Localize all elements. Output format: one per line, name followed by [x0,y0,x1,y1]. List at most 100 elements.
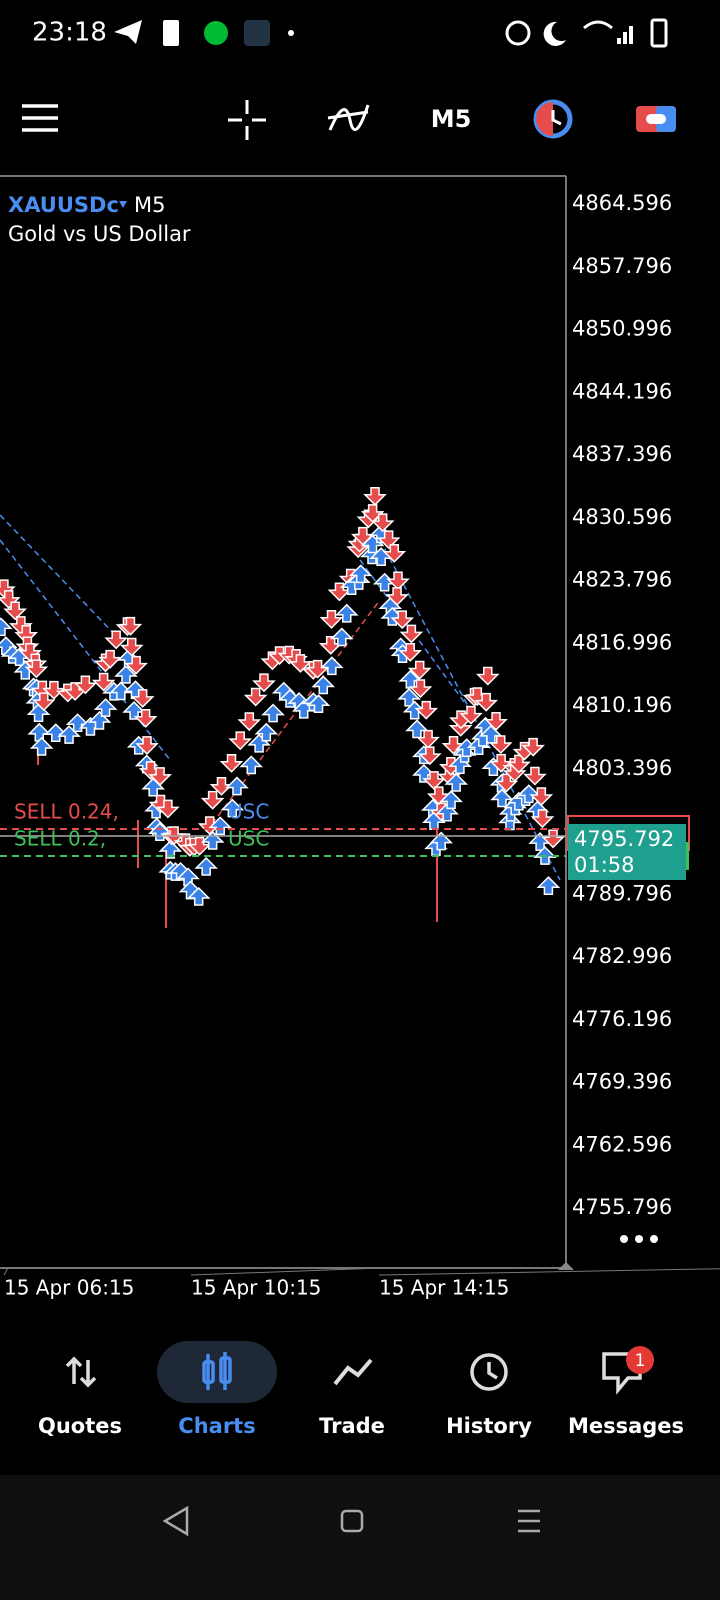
price-label: 4789.796 [572,881,672,905]
sell-arrow [390,610,415,630]
buy-arrow [29,736,54,756]
trade-link [199,599,381,841]
sell-arrow [14,625,38,644]
sell-arrow [530,809,555,829]
sell-arrow [488,735,513,755]
buy-arrow [254,722,279,742]
sell-arrow [376,530,401,550]
recents-button[interactable] [518,1509,540,1533]
price-label: 4803.396 [572,756,672,780]
price-label: 4810.196 [572,693,672,717]
one-click-button[interactable] [636,106,676,132]
order-label: SELL 0.24, [14,800,119,824]
sell-arrow [200,790,225,810]
sell-arrow [407,660,432,680]
nav-label[interactable]: Trade [319,1414,385,1438]
chart-frame [0,175,567,1269]
nav-label[interactable]: History [446,1414,532,1438]
sell-arrow [0,579,16,599]
sell-arrow [360,504,385,523]
sell-arrow [124,655,148,675]
message-badge [626,1346,654,1374]
sell-arrow [408,679,433,699]
trade-clock-button[interactable] [533,99,573,139]
sell-arrow [507,754,531,774]
sell-arrow [386,571,410,591]
buy-arrow [306,694,331,714]
buy-arrow [397,687,421,707]
sell-arrow [18,643,42,662]
chart-timeframe: M5 [134,193,165,217]
order-currency: USC [228,800,269,824]
message-badge-count: 1 [635,1351,646,1371]
sell-arrow [73,675,98,695]
buy-arrow [220,798,245,818]
buy-arrow [360,534,385,554]
price-label: 4762.596 [572,1132,672,1156]
sell-arrow [521,737,545,757]
buy-arrow [114,664,138,684]
nav-label[interactable]: Messages [568,1414,684,1438]
sell-arrow [541,829,565,849]
order-label: SELL 0.2, [14,827,106,851]
symbol-dropdown[interactable] [119,201,127,208]
sell-arrow [474,692,498,712]
price-axis: 4864.596 4857.796 4850.996 4844.196 4837.396… [572,191,672,1219]
sell-arrow [148,767,172,786]
buy-arrow [200,830,225,850]
buy-arrow [329,627,354,647]
sell-arrow [118,616,143,636]
home-button[interactable] [340,1509,364,1533]
more-button[interactable] [620,1235,658,1243]
sell-arrow [494,773,519,793]
sell-arrow [319,610,344,629]
scale-handle[interactable] [558,1262,574,1270]
sell-arrow [459,705,483,725]
time-axis: 15 Apr 06:15 15 Apr 10:15 15 Apr 14:15 [3,1267,720,1300]
sell-arrow [119,637,144,657]
sell-arrow [130,689,155,708]
time-tick [378,1268,720,1276]
timeframe-button[interactable]: M5 [431,105,472,133]
price-label: 4755.796 [572,1195,672,1219]
buy-arrow [109,681,133,701]
buy-arrow [536,876,561,895]
back-button[interactable] [162,1505,189,1537]
current-price: 4795.792 [574,827,674,851]
buy-arrow [239,755,264,775]
nav-label[interactable]: Charts [178,1414,255,1438]
buy-arrow [348,564,373,584]
sell-arrow [91,672,116,692]
symbol[interactable]: XAUUSDc [8,193,119,217]
nav-label[interactable]: Quotes [38,1414,122,1438]
buy-arrow [444,772,468,792]
sell-arrow [0,590,21,609]
status-time: 23:18 [32,18,107,48]
buy-arrow [93,698,118,717]
symbol-description: Gold vs US Dollar [8,222,191,246]
sell-arrow [98,649,122,669]
time-label: 15 Apr 10:15 [191,1276,321,1300]
menu-button[interactable] [22,104,58,132]
sell-arrow [363,487,387,506]
buy-arrow [186,886,211,906]
status-icons [114,18,668,48]
sell-arrow [228,731,253,751]
indicators-button[interactable] [327,104,370,132]
price-label: 4769.396 [572,1070,672,1094]
crosshair-button[interactable] [228,100,266,140]
price-label: 4776.196 [572,1007,672,1031]
time-tick [3,1267,9,1276]
system-nav-bar [0,1475,720,1600]
time-label: 15 Apr 06:15 [4,1276,134,1300]
buy-arrow [311,675,336,695]
sell-arrow [414,700,439,720]
price-label: 4844.196 [572,379,672,403]
price-label: 4816.996 [572,630,672,654]
order-marker [686,842,689,870]
buy-arrow [439,790,463,810]
price-label: 4837.396 [572,442,672,466]
sell-arrow [382,543,407,563]
